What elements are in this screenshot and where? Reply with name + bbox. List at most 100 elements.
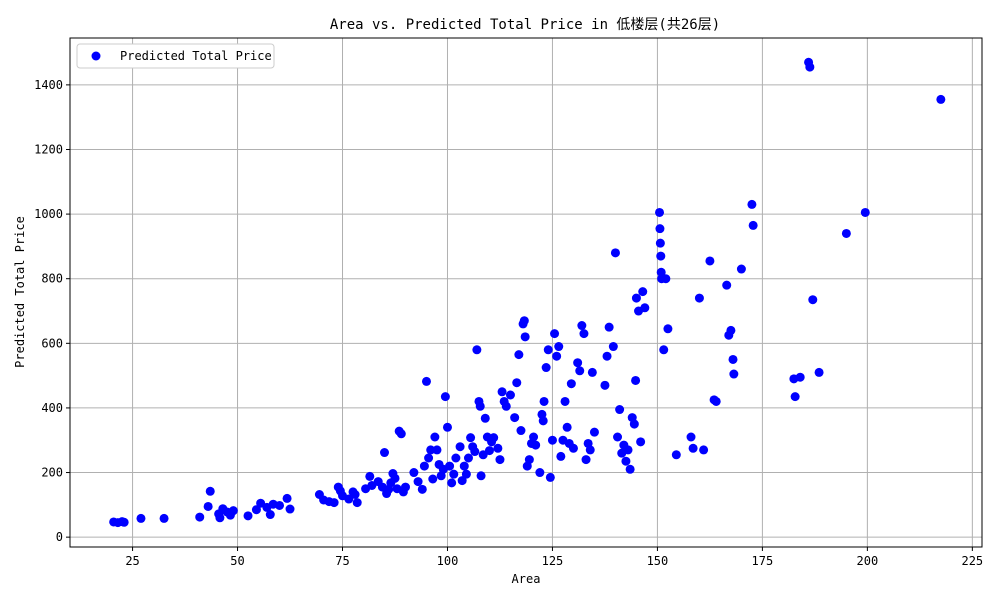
data-point: [282, 493, 292, 503]
data-point: [451, 453, 461, 463]
data-point: [409, 468, 419, 478]
data-point: [568, 443, 578, 453]
data-point: [581, 455, 591, 465]
data-point: [516, 426, 526, 436]
data-point: [514, 350, 524, 360]
data-point: [463, 453, 473, 463]
data-point: [729, 369, 739, 379]
x-tick-label: 125: [542, 554, 564, 568]
y-tick-label: 200: [41, 466, 63, 480]
data-point: [275, 500, 285, 510]
data-point: [560, 396, 570, 406]
data-point: [686, 432, 696, 442]
data-point: [512, 378, 522, 388]
x-tick-label: 100: [437, 554, 459, 568]
x-axis-ticks: 25 50 75 100 125 150 175 200 225: [125, 547, 983, 568]
data-point: [493, 443, 503, 453]
data-point: [417, 484, 427, 494]
data-point: [629, 419, 639, 429]
data-point: [655, 238, 665, 248]
data-point: [631, 293, 641, 303]
data-point: [589, 427, 599, 437]
data-point: [119, 517, 129, 527]
data-point: [432, 445, 442, 455]
data-point: [497, 387, 507, 397]
data-point: [531, 440, 541, 450]
data-point: [566, 379, 576, 389]
data-point: [636, 437, 646, 447]
data-point: [631, 375, 641, 385]
data-point: [623, 445, 633, 455]
data-point: [413, 477, 423, 487]
data-point: [841, 228, 851, 238]
x-tick-label: 75: [335, 554, 349, 568]
legend: Predicted Total Price: [76, 43, 275, 69]
data-point: [400, 482, 410, 492]
data-point: [602, 351, 612, 361]
data-point: [722, 280, 732, 290]
data-point: [579, 329, 589, 339]
data-point: [426, 445, 436, 455]
data-point: [285, 504, 295, 514]
data-point: [215, 513, 225, 523]
chart-title: Area vs. Predicted Total Price in 低楼层(共2…: [330, 17, 720, 33]
data-point: [610, 248, 620, 258]
y-tick-label: 400: [41, 401, 63, 415]
data-point: [615, 405, 625, 415]
y-tick-label: 800: [41, 272, 63, 286]
data-point: [655, 207, 665, 217]
data-point: [585, 445, 595, 455]
x-tick-label: 225: [961, 554, 983, 568]
data-point: [625, 464, 635, 474]
data-point: [604, 322, 614, 332]
data-point: [510, 413, 520, 423]
data-point: [243, 511, 253, 521]
data-point: [449, 469, 459, 479]
data-point: [480, 413, 490, 423]
data-point: [472, 345, 482, 355]
data-point: [440, 392, 450, 402]
data-point: [577, 321, 587, 331]
x-tick-label: 25: [125, 554, 139, 568]
data-point: [365, 471, 375, 481]
data-point: [790, 392, 800, 402]
y-tick-label: 0: [56, 530, 63, 544]
data-point: [705, 256, 715, 266]
data-point: [484, 446, 494, 456]
data-point: [476, 471, 486, 481]
data-point: [505, 390, 515, 400]
data-point: [661, 274, 671, 284]
x-tick-label: 200: [857, 554, 879, 568]
data-point: [228, 506, 238, 516]
data-point: [539, 396, 549, 406]
data-point: [671, 450, 681, 460]
data-point: [344, 494, 354, 504]
data-point: [656, 251, 666, 261]
x-axis-label: Area: [512, 572, 541, 586]
data-point: [795, 372, 805, 382]
y-tick-label: 1400: [34, 78, 63, 92]
data-point: [728, 354, 738, 364]
x-tick-label: 150: [647, 554, 669, 568]
data-point: [535, 468, 545, 478]
data-point: [430, 432, 440, 442]
data-point: [159, 513, 169, 523]
data-point: [390, 473, 400, 483]
data-point: [501, 401, 511, 411]
y-axis-label: Predicted Total Price: [13, 216, 27, 368]
data-point: [575, 366, 585, 376]
data-point: [748, 220, 758, 230]
data-point: [352, 498, 362, 508]
data-points: [109, 57, 946, 528]
y-tick-label: 1000: [34, 207, 63, 221]
data-point: [447, 478, 457, 488]
data-point: [600, 380, 610, 390]
data-point: [519, 316, 529, 326]
data-point: [329, 498, 339, 508]
data-point: [736, 264, 746, 274]
data-point: [445, 461, 455, 471]
data-point: [459, 461, 469, 471]
data-point: [613, 432, 623, 442]
data-point: [699, 445, 709, 455]
